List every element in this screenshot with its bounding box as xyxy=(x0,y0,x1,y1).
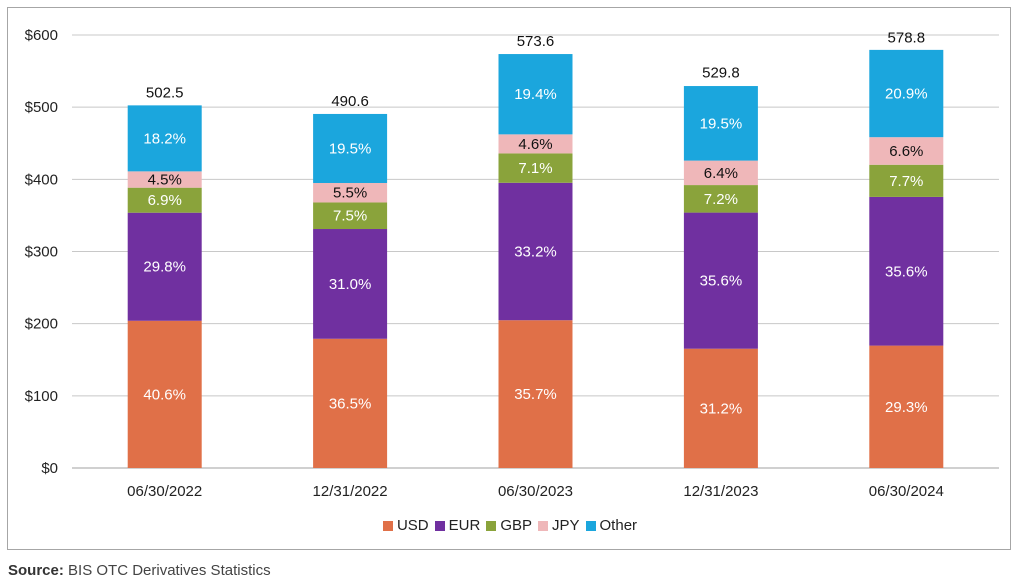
legend-item-usd: USD xyxy=(382,517,429,534)
total-label: 578.8 xyxy=(888,29,926,46)
y-tick-label: $100 xyxy=(25,388,58,405)
data-label: 4.5% xyxy=(148,172,182,189)
data-label: 6.4% xyxy=(704,165,738,182)
legend-label: JPY xyxy=(552,517,580,534)
source-text: BIS OTC Derivatives Statistics xyxy=(68,562,271,579)
data-label: 35.7% xyxy=(514,386,557,403)
bar-segment-other xyxy=(869,49,944,138)
y-tick-label: $0 xyxy=(41,460,58,477)
x-tick-label: 06/30/2024 xyxy=(869,483,944,500)
legend-label: GBP xyxy=(500,517,532,534)
legend-item-other: Other xyxy=(585,517,638,534)
bar-segment-other xyxy=(313,113,388,183)
legend-swatch xyxy=(585,520,596,531)
data-label: 31.2% xyxy=(700,400,743,417)
data-label: 6.9% xyxy=(148,192,182,209)
x-tick-label: 06/30/2022 xyxy=(127,483,202,500)
x-tick-label: 06/30/2023 xyxy=(498,483,573,500)
bar-segment-eur xyxy=(683,212,758,349)
bar-segment-eur xyxy=(498,182,573,321)
y-tick-label: $400 xyxy=(25,171,58,188)
legend-label: EUR xyxy=(448,517,481,534)
data-label: 4.6% xyxy=(518,136,552,153)
total-label: 490.6 xyxy=(331,93,369,110)
bar-segment-usd xyxy=(683,348,758,468)
data-label: 19.5% xyxy=(700,115,743,132)
bar-segment-other xyxy=(683,86,758,161)
x-tick-label: 12/31/2023 xyxy=(683,483,758,500)
bar-segment-other xyxy=(127,105,202,172)
source-label: Source: xyxy=(8,562,64,579)
data-label: 40.6% xyxy=(143,386,186,403)
legend-swatch xyxy=(538,520,548,531)
total-label: 529.8 xyxy=(702,65,740,82)
legend-swatch xyxy=(434,520,445,531)
x-tick-label: 12/31/2022 xyxy=(313,483,388,500)
legend-swatch xyxy=(486,520,497,531)
bar-segment-usd xyxy=(127,320,202,468)
bar-segment-gbp xyxy=(683,185,758,213)
bar-segment-usd xyxy=(313,338,388,468)
y-tick-label: $500 xyxy=(25,99,58,116)
legend: USD EUR GBP JPY Other xyxy=(8,517,1012,535)
data-label: 7.7% xyxy=(889,173,923,190)
data-label: 29.3% xyxy=(885,399,928,416)
y-tick-label: $300 xyxy=(25,244,58,261)
data-label: 31.0% xyxy=(329,276,372,293)
bar-segment-eur xyxy=(127,212,202,321)
legend-item-gbp: GBP xyxy=(486,517,532,534)
legend-label: Other xyxy=(599,517,638,534)
bar-segment-jpy xyxy=(498,134,573,154)
bar-segment-eur xyxy=(313,229,388,339)
bar-segment-jpy xyxy=(313,182,388,203)
data-label: 18.2% xyxy=(143,130,186,147)
chart-frame: $0 $100 $200 $300 $400 $500 $600 40.6% 29.8% 6.9%… xyxy=(7,7,1011,550)
bar-segment-usd xyxy=(498,320,573,468)
data-label: 33.2% xyxy=(514,244,557,261)
data-label: 35.6% xyxy=(700,273,743,290)
bar-segment-jpy xyxy=(683,160,758,186)
bar-segment-gbp xyxy=(127,187,202,213)
bar-segment-jpy xyxy=(127,171,202,188)
data-label: 19.4% xyxy=(514,86,557,103)
total-label: 502.5 xyxy=(146,84,184,101)
source-note: Source: BIS OTC Derivatives Statistics xyxy=(8,562,271,579)
data-label: 5.5% xyxy=(333,185,367,202)
bar-segment-jpy xyxy=(869,137,944,165)
total-label: 573.6 xyxy=(517,33,555,50)
data-label: 29.8% xyxy=(143,259,186,276)
legend-item-eur: EUR xyxy=(434,517,481,534)
legend-swatch xyxy=(382,520,393,531)
data-label: 19.5% xyxy=(329,140,372,157)
bar-segment-usd xyxy=(869,345,944,468)
bar-segment-other xyxy=(498,54,573,135)
bar-segment-gbp xyxy=(498,153,573,183)
y-tick-label: $200 xyxy=(25,316,58,333)
data-label: 6.6% xyxy=(889,143,923,160)
data-label: 7.1% xyxy=(518,160,552,177)
bar-segment-eur xyxy=(869,196,944,346)
data-label: 36.5% xyxy=(329,395,372,412)
stacked-bar-chart: $0 $100 $200 $300 $400 $500 $600 40.6% 29.8% 6.9%… xyxy=(25,27,999,500)
legend-label: USD xyxy=(396,517,429,534)
legend-item-jpy: JPY xyxy=(538,517,580,534)
bar-segment-gbp xyxy=(869,164,944,197)
y-tick-label: $600 xyxy=(25,27,58,44)
data-label: 20.9% xyxy=(885,86,928,103)
data-label: 7.5% xyxy=(333,208,367,225)
data-label: 35.6% xyxy=(885,263,928,280)
bar-segment-gbp xyxy=(313,202,388,230)
data-label: 7.2% xyxy=(704,191,738,208)
